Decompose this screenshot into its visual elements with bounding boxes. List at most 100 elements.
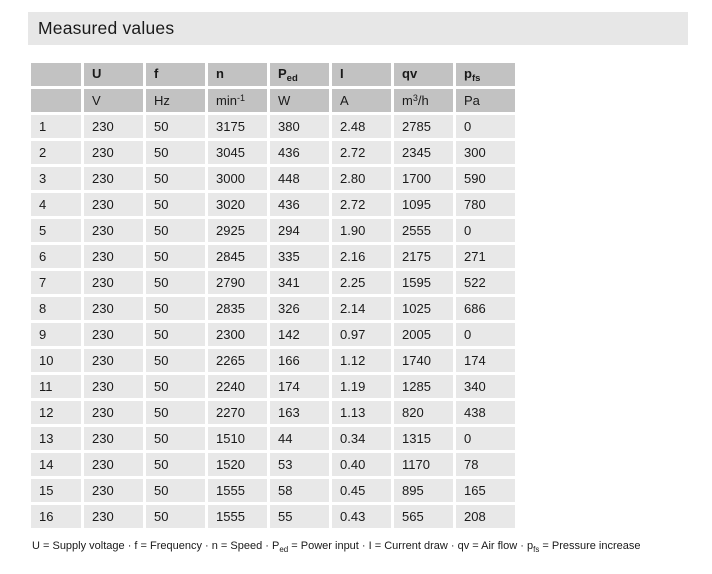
- cell-pfs: 0: [456, 323, 515, 346]
- cell-ped: 326: [270, 297, 329, 320]
- table-row: 4 230 50 3020 436 2.72 1095 780: [31, 193, 515, 216]
- cell-ped: 55: [270, 505, 329, 528]
- column-header-pfs: pfs: [456, 63, 515, 86]
- cell-i: 0.43: [332, 505, 391, 528]
- cell-i: 1.12: [332, 349, 391, 372]
- cell-pfs: 780: [456, 193, 515, 216]
- row-number-cell: 5: [31, 219, 81, 242]
- cell-ped: 294: [270, 219, 329, 242]
- header-unit-row: V Hz min-1 W A m3/h Pa: [31, 89, 515, 112]
- cell-pfs: 271: [456, 245, 515, 268]
- cell-i: 1.19: [332, 375, 391, 398]
- cell-f: 50: [146, 427, 205, 450]
- cell-n: 1555: [208, 479, 267, 502]
- cell-n: 2265: [208, 349, 267, 372]
- cell-qv: 820: [394, 401, 453, 424]
- cell-u: 230: [84, 349, 143, 372]
- cell-qv: 1700: [394, 167, 453, 190]
- row-number-cell: 10: [31, 349, 81, 372]
- cell-f: 50: [146, 297, 205, 320]
- table-row: 9 230 50 2300 142 0.97 2005 0: [31, 323, 515, 346]
- cell-u: 230: [84, 167, 143, 190]
- cell-u: 230: [84, 115, 143, 138]
- cell-n: 3020: [208, 193, 267, 216]
- header-name-row: U f n Ped I qv pfs: [31, 63, 515, 86]
- cell-ped: 448: [270, 167, 329, 190]
- unit-label: m: [402, 93, 413, 108]
- row-number-cell: 7: [31, 271, 81, 294]
- cell-f: 50: [146, 375, 205, 398]
- cell-i: 2.72: [332, 193, 391, 216]
- cell-u: 230: [84, 219, 143, 242]
- column-label: qv: [402, 65, 418, 81]
- cell-f: 50: [146, 115, 205, 138]
- cell-f: 50: [146, 349, 205, 372]
- column-header-i: I: [332, 63, 391, 86]
- column-header-u: U: [84, 63, 143, 86]
- cell-qv: 2005: [394, 323, 453, 346]
- cell-pfs: 438: [456, 401, 515, 424]
- cell-qv: 895: [394, 479, 453, 502]
- column-header-n: n: [208, 63, 267, 86]
- legend-subscript: ed: [279, 545, 289, 555]
- corner-cell: [31, 89, 81, 112]
- unit-label: V: [92, 93, 101, 108]
- cell-f: 50: [146, 453, 205, 476]
- row-number-cell: 3: [31, 167, 81, 190]
- row-number-cell: 13: [31, 427, 81, 450]
- cell-pfs: 0: [456, 427, 515, 450]
- table-header: U f n Ped I qv pfs V Hz min-1 W A m3/h P…: [31, 63, 515, 112]
- cell-ped: 163: [270, 401, 329, 424]
- unit-header-w: W: [270, 89, 329, 112]
- unit-header-pa: Pa: [456, 89, 515, 112]
- cell-pfs: 208: [456, 505, 515, 528]
- cell-i: 0.34: [332, 427, 391, 450]
- cell-pfs: 0: [456, 115, 515, 138]
- cell-ped: 58: [270, 479, 329, 502]
- cell-n: 1520: [208, 453, 267, 476]
- row-number-cell: 15: [31, 479, 81, 502]
- table-row: 6 230 50 2845 335 2.16 2175 271: [31, 245, 515, 268]
- cell-qv: 1595: [394, 271, 453, 294]
- cell-n: 2845: [208, 245, 267, 268]
- cell-f: 50: [146, 401, 205, 424]
- cell-i: 1.13: [332, 401, 391, 424]
- cell-u: 230: [84, 453, 143, 476]
- row-number-cell: 16: [31, 505, 81, 528]
- cell-qv: 1170: [394, 453, 453, 476]
- cell-i: 1.90: [332, 219, 391, 242]
- table-row: 8 230 50 2835 326 2.14 1025 686: [31, 297, 515, 320]
- cell-n: 2835: [208, 297, 267, 320]
- table-row: 11 230 50 2240 174 1.19 1285 340: [31, 375, 515, 398]
- cell-n: 3000: [208, 167, 267, 190]
- row-number-cell: 8: [31, 297, 81, 320]
- column-label: p: [464, 65, 472, 81]
- cell-u: 230: [84, 427, 143, 450]
- unit-header-a: A: [332, 89, 391, 112]
- legend-text: U = Supply voltage · f = Frequency · n =…: [32, 540, 280, 552]
- column-label: I: [340, 65, 344, 81]
- cell-pfs: 165: [456, 479, 515, 502]
- cell-f: 50: [146, 323, 205, 346]
- column-header-f: f: [146, 63, 205, 86]
- cell-u: 230: [84, 141, 143, 164]
- measured-values-table: U f n Ped I qv pfs V Hz min-1 W A m3/h P…: [28, 60, 518, 531]
- legend-subscript: fs: [533, 545, 540, 555]
- cell-qv: 2175: [394, 245, 453, 268]
- cell-i: 0.97: [332, 323, 391, 346]
- cell-qv: 1740: [394, 349, 453, 372]
- cell-u: 230: [84, 245, 143, 268]
- column-label: U: [92, 65, 102, 81]
- cell-i: 2.80: [332, 167, 391, 190]
- cell-f: 50: [146, 193, 205, 216]
- table-row: 15 230 50 1555 58 0.45 895 165: [31, 479, 515, 502]
- unit-header-hz: Hz: [146, 89, 205, 112]
- cell-n: 3175: [208, 115, 267, 138]
- cell-i: 2.48: [332, 115, 391, 138]
- unit-header-m3h: m3/h: [394, 89, 453, 112]
- unit-label-post: /h: [417, 93, 429, 108]
- column-label: P: [278, 65, 287, 81]
- cell-n: 2240: [208, 375, 267, 398]
- table-row: 5 230 50 2925 294 1.90 2555 0: [31, 219, 515, 242]
- cell-qv: 2345: [394, 141, 453, 164]
